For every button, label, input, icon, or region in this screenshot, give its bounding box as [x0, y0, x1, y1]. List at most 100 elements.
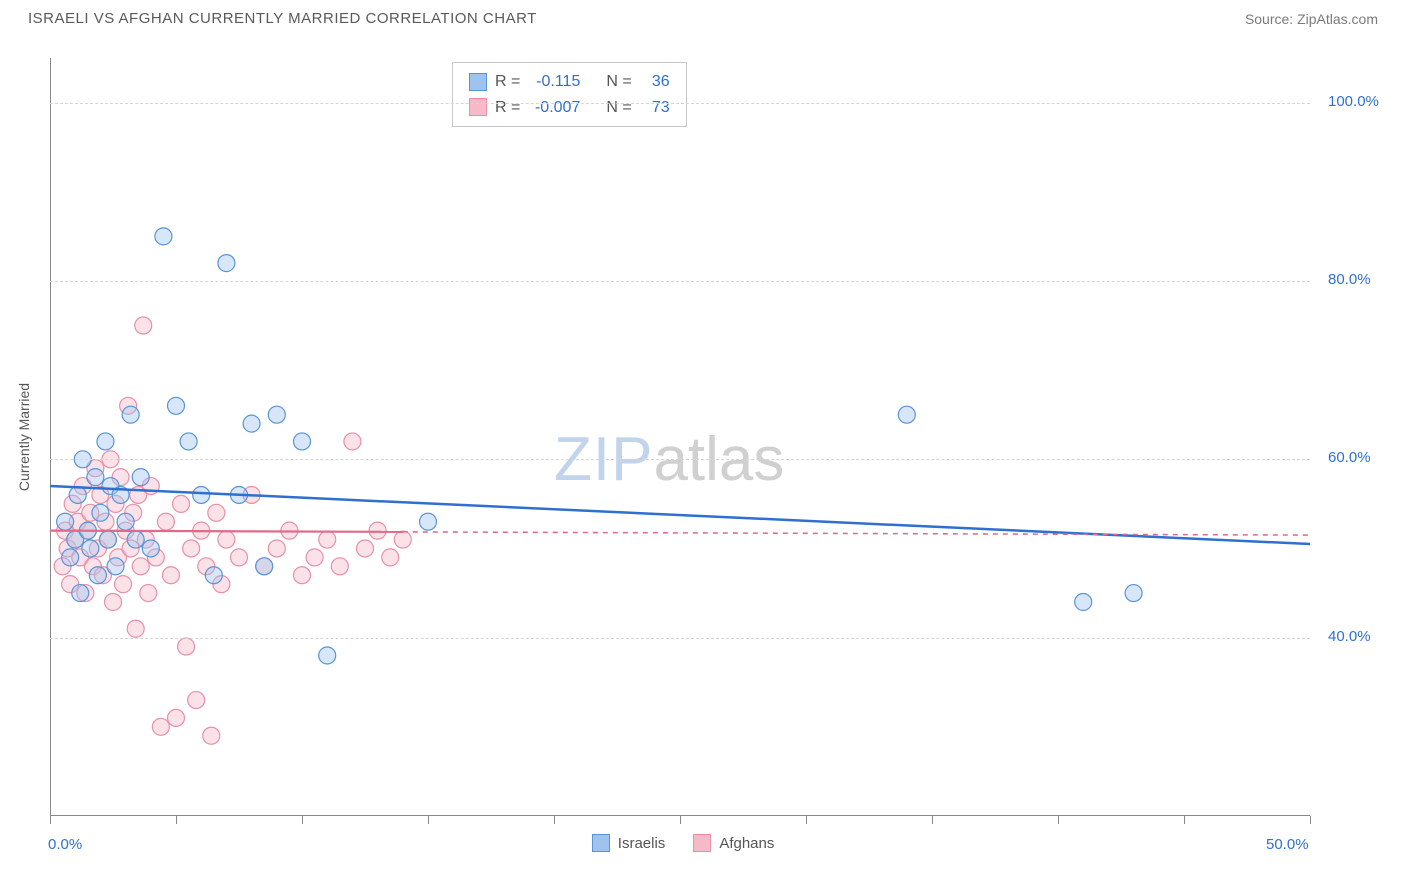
data-point-afghans [115, 576, 132, 593]
data-point-israelis [205, 567, 222, 584]
trend-line-israelis [50, 486, 1310, 544]
data-point-afghans [135, 317, 152, 334]
data-point-israelis [99, 531, 116, 548]
r-value: -0.115 [528, 69, 580, 95]
data-point-israelis [132, 469, 149, 486]
y-tick-label: 80.0% [1328, 271, 1371, 288]
data-point-afghans [218, 531, 235, 548]
data-point-israelis [72, 585, 89, 602]
legend-label: Israelis [618, 835, 666, 852]
data-point-israelis [1125, 585, 1142, 602]
x-tick-label: 0.0% [48, 836, 82, 853]
data-point-israelis [898, 406, 915, 423]
r-label: R = [495, 69, 520, 95]
data-point-israelis [57, 513, 74, 530]
y-tick-label: 40.0% [1328, 628, 1371, 645]
data-point-afghans [178, 638, 195, 655]
gridline [50, 638, 1310, 639]
data-point-afghans [231, 549, 248, 566]
legend-label: Afghans [719, 835, 774, 852]
data-point-afghans [208, 504, 225, 521]
data-point-israelis [243, 415, 260, 432]
data-point-afghans [203, 727, 220, 744]
stats-row-israelis: R =-0.115N =36 [469, 69, 670, 95]
data-point-israelis [107, 558, 124, 575]
n-label: N = [606, 69, 631, 95]
x-tick-mark [176, 816, 177, 824]
data-point-afghans [162, 567, 179, 584]
data-point-israelis [122, 406, 139, 423]
data-point-afghans [394, 531, 411, 548]
legend-item-afghans: Afghans [693, 834, 774, 852]
data-point-israelis [294, 433, 311, 450]
r-label: R = [495, 95, 520, 121]
x-tick-mark [680, 816, 681, 824]
x-tick-mark [1058, 816, 1059, 824]
correlation-stats-box: R =-0.115N =36R =-0.007N =73 [452, 62, 687, 127]
x-tick-mark [932, 816, 933, 824]
data-point-afghans [331, 558, 348, 575]
data-point-afghans [105, 593, 122, 610]
x-tick-label: 50.0% [1266, 836, 1309, 853]
data-point-afghans [369, 522, 386, 539]
x-tick-mark [1184, 816, 1185, 824]
data-point-israelis [168, 397, 185, 414]
data-point-israelis [180, 433, 197, 450]
x-tick-mark [806, 816, 807, 824]
data-point-israelis [319, 647, 336, 664]
n-label: N = [606, 95, 631, 121]
data-point-afghans [183, 540, 200, 557]
data-point-israelis [142, 540, 159, 557]
x-tick-mark [428, 816, 429, 824]
data-point-afghans [268, 540, 285, 557]
x-tick-mark [1310, 816, 1311, 824]
data-point-afghans [132, 558, 149, 575]
data-point-afghans [157, 513, 174, 530]
trend-line-dashed-afghans [403, 532, 1310, 535]
swatch-icon [693, 834, 711, 852]
data-point-afghans [188, 692, 205, 709]
n-value: 73 [640, 95, 670, 121]
data-point-israelis [127, 531, 144, 548]
data-point-israelis [87, 469, 104, 486]
data-point-israelis [193, 486, 210, 503]
data-point-israelis [117, 513, 134, 530]
data-point-israelis [82, 540, 99, 557]
stats-row-afghans: R = -0.007 N = 73 [469, 95, 670, 121]
data-point-afghans [357, 540, 374, 557]
legend-item-israelis: Israelis [592, 834, 666, 852]
data-point-israelis [218, 255, 235, 272]
data-point-israelis [268, 406, 285, 423]
data-point-israelis [62, 549, 79, 566]
scatter-plot-svg [0, 0, 1406, 892]
data-point-israelis [69, 486, 86, 503]
y-tick-label: 60.0% [1328, 449, 1371, 466]
data-point-israelis [89, 567, 106, 584]
x-tick-mark [50, 816, 51, 824]
x-tick-mark [554, 816, 555, 824]
data-point-israelis [155, 228, 172, 245]
data-point-israelis [420, 513, 437, 530]
data-point-afghans [319, 531, 336, 548]
gridline [50, 281, 1310, 282]
x-tick-mark [302, 816, 303, 824]
gridline [50, 103, 1310, 104]
data-point-afghans [344, 433, 361, 450]
data-point-afghans [173, 495, 190, 512]
swatch-icon [592, 834, 610, 852]
data-point-israelis [92, 504, 109, 521]
series-legend: Israelis Afghans [592, 834, 775, 852]
data-point-israelis [1075, 593, 1092, 610]
gridline [50, 459, 1310, 460]
data-point-afghans [168, 709, 185, 726]
swatch-icon [469, 73, 487, 91]
swatch-icon [469, 98, 487, 116]
trend-line-afghans [50, 531, 403, 532]
data-point-israelis [97, 433, 114, 450]
data-point-afghans [306, 549, 323, 566]
data-point-afghans [294, 567, 311, 584]
data-point-afghans [140, 585, 157, 602]
y-tick-label: 100.0% [1328, 93, 1379, 110]
r-value: -0.007 [528, 95, 580, 121]
data-point-israelis [256, 558, 273, 575]
